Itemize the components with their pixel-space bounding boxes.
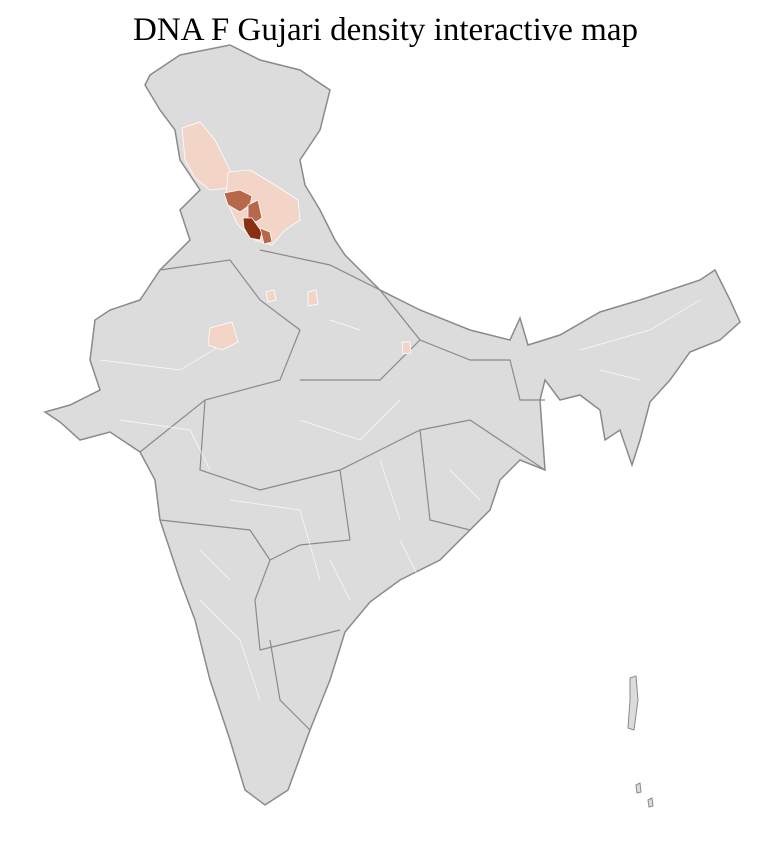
india-mainland[interactable] <box>43 44 741 806</box>
region-mandi-kullu[interactable] <box>247 199 263 223</box>
region-bilaspur-solan[interactable] <box>242 217 263 241</box>
map-title: DNA F Gujari density interactive map <box>133 12 638 48</box>
density-layer <box>181 121 412 355</box>
region-up-patch[interactable] <box>307 289 319 307</box>
district-borders <box>99 299 701 701</box>
region-sirmaur[interactable] <box>259 227 273 245</box>
region-bihar-patch[interactable] <box>401 341 412 355</box>
andaman-islands <box>627 675 654 808</box>
region-rajasthan-patch[interactable] <box>207 321 239 351</box>
region-haryana-patch[interactable] <box>265 289 277 303</box>
country-outline <box>43 44 741 808</box>
state-borders <box>139 249 546 731</box>
